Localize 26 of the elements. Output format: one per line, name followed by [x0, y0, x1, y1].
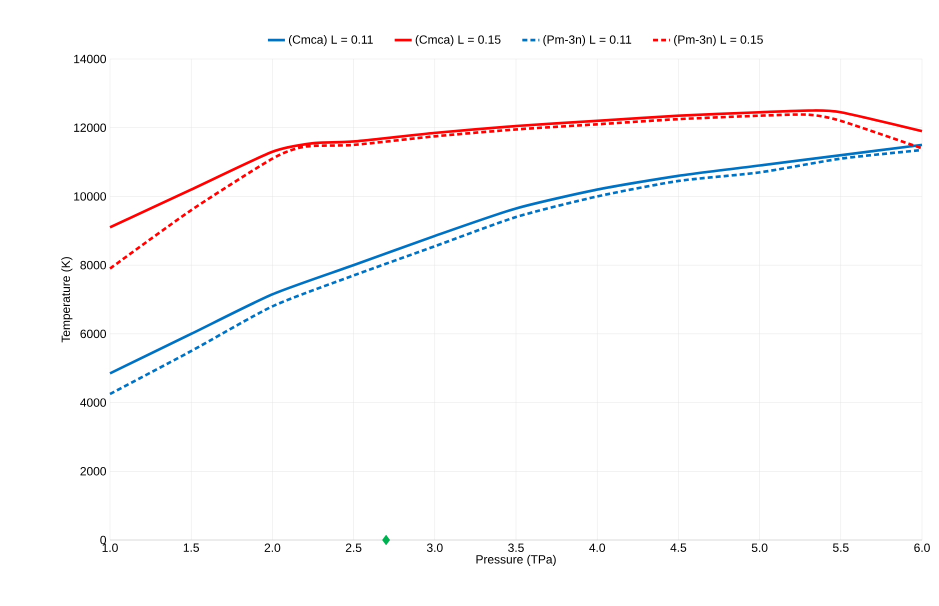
y-tick-label: 0: [100, 536, 106, 544]
x-tick-label: 2.0: [264, 544, 280, 552]
x-tick-label: 5.0: [752, 544, 768, 552]
legend-label: (Cmca) L = 0.11: [288, 35, 373, 46]
x-tick-label: 6.0: [914, 544, 930, 552]
y-tick-label: 14000: [74, 54, 106, 64]
y-tick-label: 12000: [74, 123, 106, 132]
x-tick-label: 2.5: [346, 544, 362, 552]
x-tick-label: 1.0: [102, 544, 118, 552]
legend-label: (Pm-3n) L = 0.15: [674, 35, 763, 46]
legend-label: (Cmca) L = 0.15: [416, 35, 500, 46]
y-tick-label: 4000: [80, 398, 106, 407]
x-tick-label: 4.0: [589, 544, 606, 552]
y-tick-label: 10000: [74, 192, 106, 201]
x-tick-label: 4.5: [670, 544, 686, 552]
y-tick-label: 6000: [80, 330, 106, 338]
legend-label: (Pm-3n) L = 0.11: [543, 35, 632, 46]
x-tick-label: 1.5: [184, 544, 200, 552]
x-axis-title: Pressure (TPa): [476, 554, 556, 566]
y-axis-title: Temperature (K): [61, 257, 72, 342]
y-tick-label: 8000: [80, 260, 106, 270]
x-tick-label: 5.5: [832, 544, 849, 552]
x-tick-label: 3.0: [426, 544, 443, 552]
x-tick-label: 3.5: [508, 544, 524, 552]
line-series: [108, 113, 924, 270]
y-tick-label: 2000: [80, 467, 106, 476]
